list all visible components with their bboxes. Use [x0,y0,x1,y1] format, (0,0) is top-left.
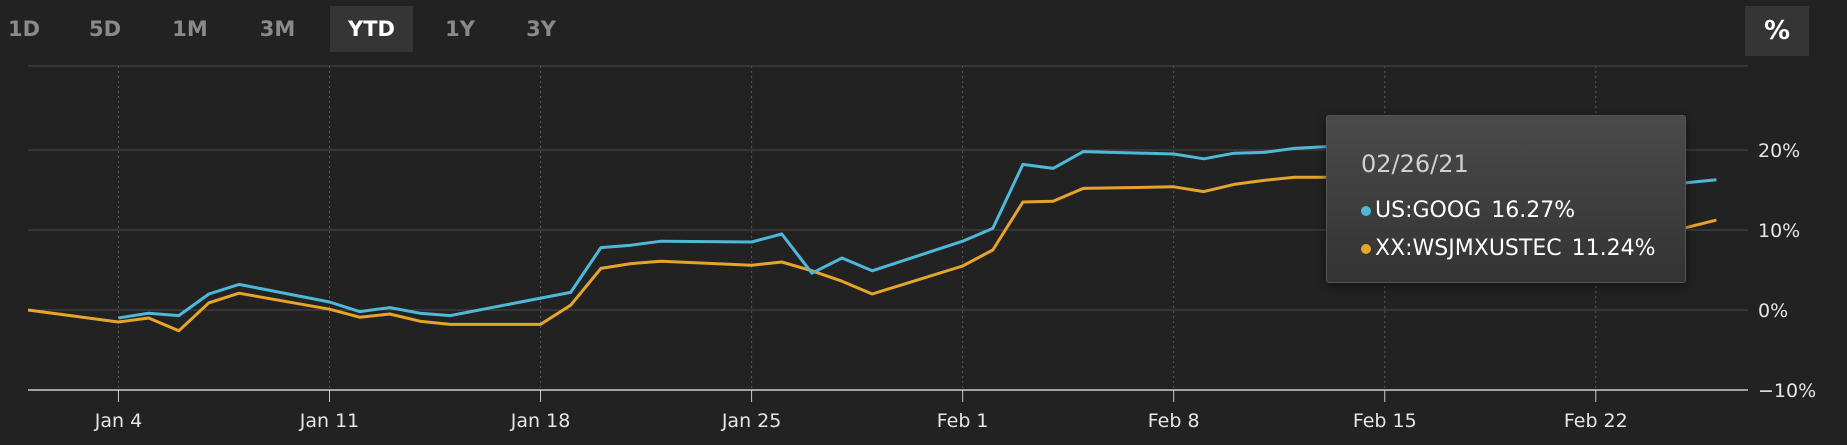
tooltip-series-value: 11.24% [1571,236,1656,261]
tooltip-date: 02/26/21 [1361,150,1469,178]
range-button-3y[interactable]: 3Y [526,17,556,41]
x-tick-label: Jan 4 [94,410,142,432]
tooltip-series-name: US:GOOG [1375,198,1482,223]
y-tick-label: 20% [1758,140,1800,162]
tooltip-series-value: 16.27% [1491,198,1576,223]
x-tick-label: Jan 11 [299,410,360,432]
x-tick-label: Jan 18 [510,410,571,432]
series-line-us-goog [118,142,1717,320]
y-tick-label: 10% [1758,220,1800,242]
x-tick-label: Feb 1 [937,410,989,432]
range-button-3m[interactable]: 3M [259,17,296,41]
range-button-ytd[interactable]: YTD [330,6,413,52]
range-button-1y[interactable]: 1Y [445,17,475,41]
x-tick-label: Jan 25 [721,410,782,432]
tooltip-row-index: XX:WSJMXUSTEC 11.24% [1361,236,1655,261]
series-line-xx-wsjmxustec [27,175,1717,333]
x-tick-label: Feb 15 [1353,410,1417,432]
y-tick-label: −10% [1758,380,1816,402]
x-tick-label: Feb 22 [1564,410,1628,432]
percent-toggle-button[interactable]: % [1745,6,1809,56]
index-legend-dot [1361,244,1371,254]
goog-legend-dot [1361,206,1371,216]
range-button-1m[interactable]: 1M [172,17,208,41]
y-tick-label: 0% [1758,300,1788,322]
tooltip-row-goog: US:GOOG 16.27% [1361,198,1575,223]
range-button-1d[interactable]: 1D [7,17,41,41]
x-tick-label: Feb 8 [1148,410,1200,432]
tooltip-series-name: XX:WSJMXUSTEC [1375,236,1562,261]
range-button-5d[interactable]: 5D [88,17,122,41]
chart-tooltip: 02/26/21 US:GOOG 16.27% XX:WSJMXUSTEC 11.2… [1326,115,1686,283]
